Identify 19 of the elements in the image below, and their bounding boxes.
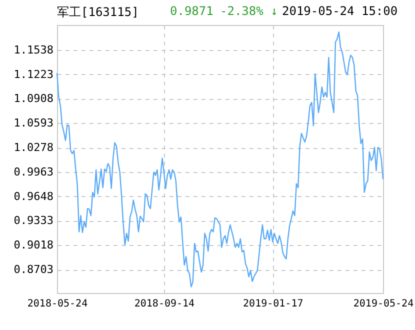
y-tick-label: 0.9333 [14,214,54,228]
line-series [56,31,384,288]
y-tick-label: 0.9963 [14,165,54,178]
x-tick-label: 2019-05-24 [353,298,414,310]
x-tick-label: 2019-01-17 [243,298,304,310]
x-tick-label: 2018-05-24 [27,298,88,310]
y-tick-label: 1.0593 [14,116,54,130]
text: -2.38% ↓ [220,4,278,18]
text: 0.9871 [170,4,214,18]
y-tick-label: 0.9648 [14,190,54,203]
y-tick-label: 1.0278 [14,141,54,154]
text: 2019-05-24 15:00 [282,4,398,18]
y-tick-label: 1.1223 [14,68,54,81]
y-tick-label: 1.0908 [14,92,54,106]
y-tick-label: 0.8703 [14,263,54,276]
x-tick-label: 2018-09-14 [134,298,195,310]
y-tick-label: 1.1538 [14,43,54,56]
y-tick-label: 0.9018 [14,238,54,252]
chart-title: 军工[163115] [57,4,139,21]
